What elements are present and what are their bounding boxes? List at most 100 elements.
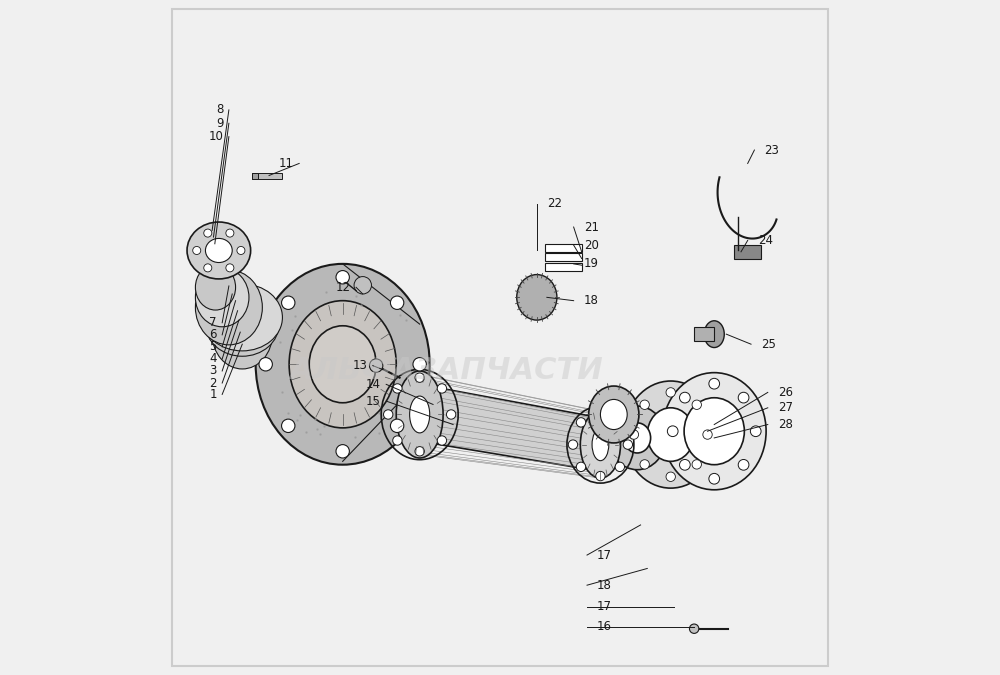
Text: 4: 4 bbox=[209, 352, 217, 365]
Bar bbox=[694, 327, 714, 341]
Ellipse shape bbox=[309, 326, 376, 403]
Bar bbox=[545, 253, 582, 261]
Ellipse shape bbox=[205, 238, 232, 263]
Ellipse shape bbox=[592, 429, 609, 460]
Text: 5: 5 bbox=[209, 340, 217, 354]
Ellipse shape bbox=[609, 406, 666, 470]
Ellipse shape bbox=[195, 265, 236, 310]
Text: 23: 23 bbox=[764, 144, 779, 157]
Circle shape bbox=[204, 229, 212, 237]
Circle shape bbox=[390, 419, 404, 433]
Circle shape bbox=[393, 436, 402, 446]
Text: АЛЬФАЗАПЧАСТИ: АЛЬФАЗАПЧАСТИ bbox=[290, 356, 603, 385]
Ellipse shape bbox=[187, 222, 251, 279]
Circle shape bbox=[415, 447, 424, 456]
Text: 22: 22 bbox=[547, 197, 562, 210]
Circle shape bbox=[193, 246, 201, 254]
Circle shape bbox=[413, 358, 426, 371]
Circle shape bbox=[596, 408, 605, 418]
Circle shape bbox=[692, 400, 701, 410]
Circle shape bbox=[437, 436, 447, 446]
Ellipse shape bbox=[624, 381, 718, 488]
Ellipse shape bbox=[684, 398, 744, 464]
Text: 9: 9 bbox=[216, 117, 224, 130]
Text: 19: 19 bbox=[584, 257, 599, 271]
Ellipse shape bbox=[589, 386, 639, 443]
Circle shape bbox=[354, 277, 371, 294]
Text: 20: 20 bbox=[584, 239, 599, 252]
Text: 16: 16 bbox=[597, 620, 612, 633]
Text: 18: 18 bbox=[584, 294, 599, 307]
Circle shape bbox=[709, 378, 720, 389]
Text: 7: 7 bbox=[209, 317, 217, 329]
Text: 17: 17 bbox=[597, 600, 612, 613]
Text: 15: 15 bbox=[366, 395, 381, 408]
Text: 21: 21 bbox=[584, 221, 599, 234]
Text: 12: 12 bbox=[336, 281, 351, 294]
Circle shape bbox=[259, 358, 272, 371]
Circle shape bbox=[237, 246, 245, 254]
Ellipse shape bbox=[212, 299, 272, 369]
Bar bbox=[545, 263, 582, 271]
Ellipse shape bbox=[256, 264, 430, 464]
Circle shape bbox=[680, 392, 690, 403]
Ellipse shape bbox=[396, 371, 443, 458]
Text: 27: 27 bbox=[778, 402, 793, 414]
Text: 1: 1 bbox=[209, 388, 217, 401]
Ellipse shape bbox=[289, 300, 396, 428]
Circle shape bbox=[282, 419, 295, 433]
Ellipse shape bbox=[647, 408, 694, 461]
Text: 17: 17 bbox=[597, 549, 612, 562]
Text: 3: 3 bbox=[209, 364, 217, 377]
Ellipse shape bbox=[662, 373, 766, 490]
Circle shape bbox=[629, 430, 639, 439]
Bar bbox=[252, 173, 258, 179]
Circle shape bbox=[667, 426, 678, 437]
Text: 28: 28 bbox=[778, 418, 793, 431]
Circle shape bbox=[437, 384, 447, 393]
Ellipse shape bbox=[517, 275, 557, 320]
Bar bbox=[545, 244, 582, 252]
Circle shape bbox=[446, 410, 456, 419]
Ellipse shape bbox=[195, 268, 249, 327]
Circle shape bbox=[689, 624, 699, 633]
Circle shape bbox=[738, 460, 749, 470]
Ellipse shape bbox=[580, 411, 621, 478]
Circle shape bbox=[640, 460, 649, 469]
Circle shape bbox=[282, 296, 295, 309]
Circle shape bbox=[666, 472, 675, 481]
Ellipse shape bbox=[226, 314, 259, 354]
Bar bbox=[734, 245, 761, 259]
Circle shape bbox=[750, 426, 761, 437]
Text: 2: 2 bbox=[209, 377, 217, 389]
Circle shape bbox=[738, 392, 749, 403]
Circle shape bbox=[666, 387, 675, 397]
Circle shape bbox=[615, 418, 625, 427]
Circle shape bbox=[640, 400, 649, 410]
Circle shape bbox=[390, 296, 404, 309]
Circle shape bbox=[415, 373, 424, 382]
Text: 10: 10 bbox=[209, 130, 224, 143]
Circle shape bbox=[226, 229, 234, 237]
Circle shape bbox=[703, 430, 712, 439]
Ellipse shape bbox=[410, 396, 430, 433]
Ellipse shape bbox=[195, 270, 262, 345]
Text: 6: 6 bbox=[209, 328, 217, 342]
Ellipse shape bbox=[205, 292, 279, 356]
Circle shape bbox=[709, 473, 720, 484]
Circle shape bbox=[680, 460, 690, 470]
Circle shape bbox=[576, 418, 586, 427]
Circle shape bbox=[384, 410, 393, 419]
Circle shape bbox=[568, 440, 578, 450]
Text: 18: 18 bbox=[597, 578, 612, 592]
Text: 8: 8 bbox=[216, 103, 224, 116]
Ellipse shape bbox=[600, 400, 627, 429]
Circle shape bbox=[623, 440, 633, 450]
Ellipse shape bbox=[704, 321, 724, 348]
Text: 24: 24 bbox=[758, 234, 773, 247]
Circle shape bbox=[336, 271, 349, 284]
Circle shape bbox=[692, 460, 701, 469]
Circle shape bbox=[226, 264, 234, 272]
Ellipse shape bbox=[202, 284, 282, 351]
Circle shape bbox=[204, 264, 212, 272]
